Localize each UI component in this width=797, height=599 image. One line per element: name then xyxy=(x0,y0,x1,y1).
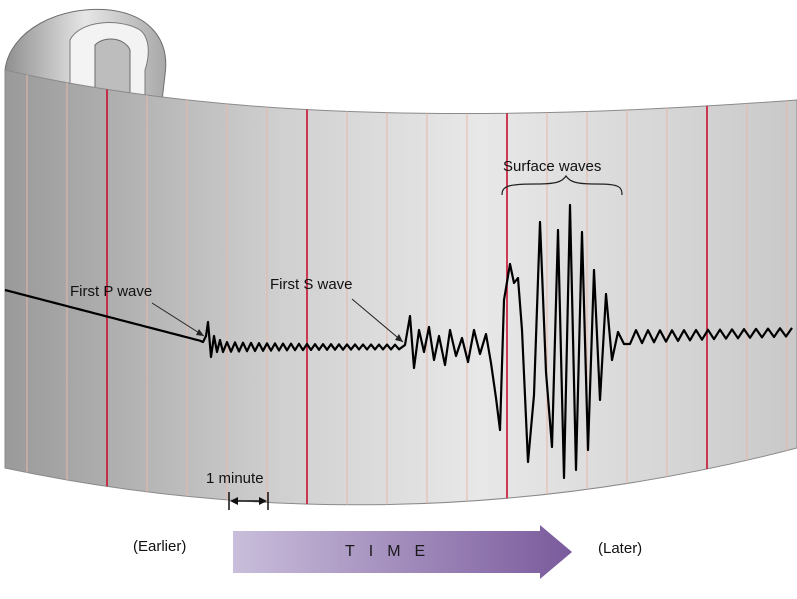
first-s-wave-label: First S wave xyxy=(270,276,353,293)
first-s-wave-pointer xyxy=(351,298,404,343)
seismogram-trace xyxy=(4,203,793,480)
double-headed-arrow-icon xyxy=(228,492,269,510)
surface-waves-label: Surface waves xyxy=(503,158,602,175)
first-p-wave-pointer xyxy=(151,302,205,337)
time-grid-lines xyxy=(26,70,788,505)
first-s-wave-pointer-head xyxy=(395,334,403,342)
first-p-wave-pointer-head xyxy=(196,329,204,336)
earlier-label: (Earlier) xyxy=(133,538,187,555)
time-arrow-icon xyxy=(233,525,572,579)
first-p-wave-label: First P wave xyxy=(70,283,153,300)
surface-waves-bracket xyxy=(501,174,623,196)
later-label: (Later) xyxy=(598,540,643,557)
paper-curl-icon xyxy=(4,8,167,119)
time-label: TIME xyxy=(345,543,440,560)
one-minute-label: 1 minute xyxy=(206,470,264,487)
